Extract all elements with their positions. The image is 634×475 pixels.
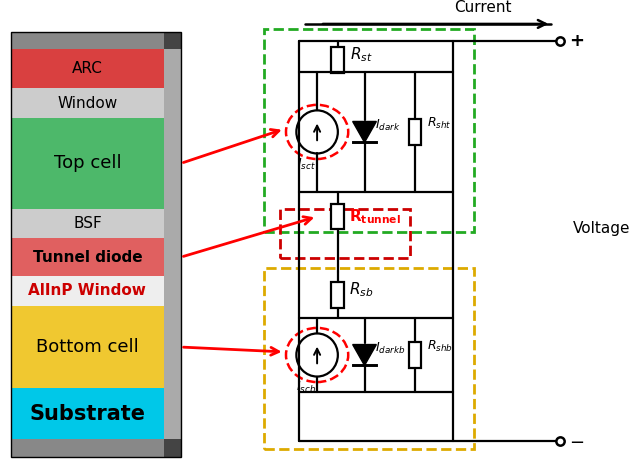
Bar (11, 439, 164, 456)
Bar (164, 439, 181, 456)
Text: AlInP Window: AlInP Window (29, 284, 146, 298)
Bar (164, 118, 181, 209)
Text: Current: Current (455, 0, 512, 15)
Bar (11, 32, 181, 456)
Text: $I_{dark}$: $I_{dark}$ (375, 118, 401, 133)
Bar (164, 32, 181, 49)
Bar (11, 388, 164, 439)
Polygon shape (353, 344, 377, 365)
Text: BSF: BSF (73, 216, 102, 231)
Bar (409, 119, 421, 145)
Bar (264, 29, 474, 232)
Bar (11, 118, 164, 209)
Bar (11, 306, 164, 388)
Text: $R_{sb}$: $R_{sb}$ (349, 281, 373, 299)
Bar (164, 209, 181, 238)
Bar (164, 276, 181, 306)
Text: ARC: ARC (72, 61, 103, 76)
Text: $-$: $-$ (569, 432, 584, 450)
Bar (164, 88, 181, 118)
Text: $I_{scb}$: $I_{scb}$ (296, 380, 316, 395)
Text: $I_{sct}$: $I_{sct}$ (297, 157, 316, 172)
Bar (11, 238, 164, 276)
Bar (164, 49, 181, 88)
Polygon shape (353, 122, 377, 142)
Bar (409, 342, 421, 368)
Bar (11, 49, 164, 88)
Text: $R_{st}$: $R_{st}$ (350, 45, 372, 64)
Text: $\mathbf{R_{tunnel}}$: $\mathbf{R_{tunnel}}$ (349, 207, 400, 226)
Bar (332, 282, 344, 308)
Bar (11, 209, 164, 238)
Text: Top cell: Top cell (54, 154, 121, 172)
Text: Window: Window (57, 96, 117, 111)
Bar (264, 267, 474, 449)
Text: Bottom cell: Bottom cell (36, 338, 139, 356)
Text: Voltage: Voltage (573, 221, 631, 237)
Bar (11, 32, 164, 49)
Bar (164, 238, 181, 276)
Text: $R_{sht}$: $R_{sht}$ (427, 116, 451, 131)
Bar (280, 209, 410, 258)
Text: +: + (569, 32, 584, 50)
Bar (164, 306, 181, 388)
Bar (332, 47, 344, 73)
Bar (11, 88, 164, 118)
Text: $R_{shb}$: $R_{shb}$ (427, 339, 453, 354)
Text: Substrate: Substrate (29, 404, 145, 424)
Bar (164, 388, 181, 439)
Bar (332, 204, 344, 229)
Text: $I_{darkb}$: $I_{darkb}$ (375, 341, 406, 356)
Text: Tunnel diode: Tunnel diode (32, 250, 142, 265)
Bar (11, 276, 164, 306)
